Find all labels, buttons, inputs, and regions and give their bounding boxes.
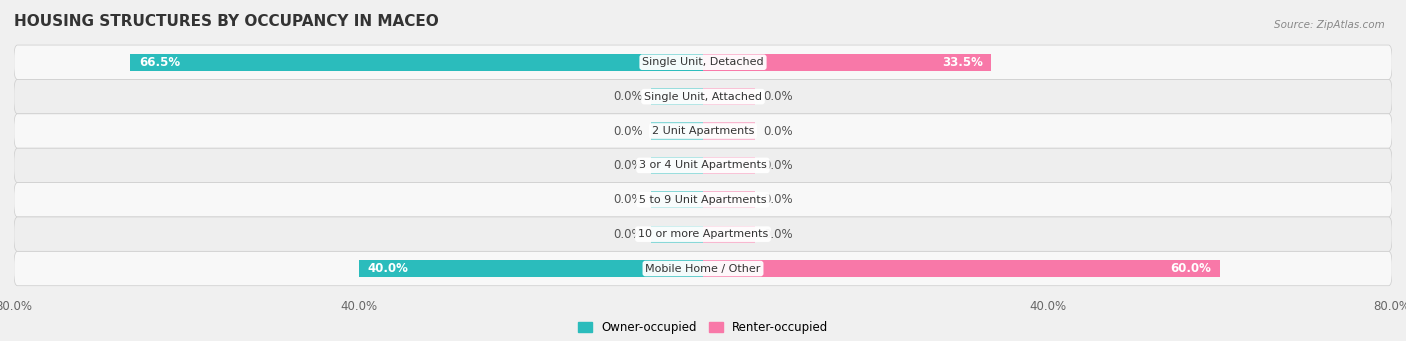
Text: 0.0%: 0.0% xyxy=(613,159,643,172)
Text: 66.5%: 66.5% xyxy=(139,56,180,69)
Bar xyxy=(703,88,755,105)
Bar xyxy=(703,260,1219,277)
FancyBboxPatch shape xyxy=(14,217,1392,251)
FancyBboxPatch shape xyxy=(14,45,1392,79)
Text: 3 or 4 Unit Apartments: 3 or 4 Unit Apartments xyxy=(640,160,766,170)
Text: 0.0%: 0.0% xyxy=(613,193,643,206)
Text: 0.0%: 0.0% xyxy=(613,124,643,137)
FancyBboxPatch shape xyxy=(14,251,1392,286)
FancyBboxPatch shape xyxy=(14,182,1392,217)
Legend: Owner-occupied, Renter-occupied: Owner-occupied, Renter-occupied xyxy=(572,316,834,339)
Text: 40.0%: 40.0% xyxy=(367,262,408,275)
Bar xyxy=(703,54,991,71)
Text: 5 to 9 Unit Apartments: 5 to 9 Unit Apartments xyxy=(640,195,766,205)
Bar xyxy=(651,157,703,174)
Bar xyxy=(703,225,755,243)
Text: 0.0%: 0.0% xyxy=(763,124,793,137)
Bar xyxy=(651,122,703,139)
Text: 10 or more Apartments: 10 or more Apartments xyxy=(638,229,768,239)
Bar xyxy=(703,191,755,208)
Bar xyxy=(703,122,755,139)
Text: 2 Unit Apartments: 2 Unit Apartments xyxy=(652,126,754,136)
Text: 60.0%: 60.0% xyxy=(1170,262,1211,275)
Bar xyxy=(359,260,703,277)
Bar xyxy=(651,225,703,243)
Bar xyxy=(131,54,703,71)
Bar xyxy=(651,191,703,208)
Bar xyxy=(703,157,755,174)
Text: 33.5%: 33.5% xyxy=(942,56,983,69)
Text: 0.0%: 0.0% xyxy=(613,90,643,103)
FancyBboxPatch shape xyxy=(14,114,1392,148)
Text: Single Unit, Detached: Single Unit, Detached xyxy=(643,57,763,67)
Text: Single Unit, Attached: Single Unit, Attached xyxy=(644,92,762,102)
Text: 0.0%: 0.0% xyxy=(613,228,643,241)
Text: 0.0%: 0.0% xyxy=(763,193,793,206)
FancyBboxPatch shape xyxy=(14,79,1392,114)
Bar xyxy=(651,88,703,105)
FancyBboxPatch shape xyxy=(14,148,1392,182)
Text: Mobile Home / Other: Mobile Home / Other xyxy=(645,264,761,273)
Text: 0.0%: 0.0% xyxy=(763,228,793,241)
Text: 0.0%: 0.0% xyxy=(763,159,793,172)
Text: 0.0%: 0.0% xyxy=(763,90,793,103)
Text: Source: ZipAtlas.com: Source: ZipAtlas.com xyxy=(1274,20,1385,30)
Text: HOUSING STRUCTURES BY OCCUPANCY IN MACEO: HOUSING STRUCTURES BY OCCUPANCY IN MACEO xyxy=(14,14,439,29)
